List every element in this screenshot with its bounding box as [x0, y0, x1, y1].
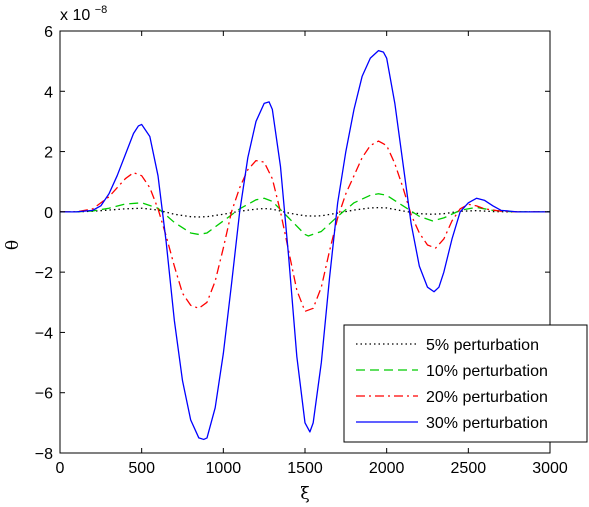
- x-tick-label: 1000: [206, 460, 242, 477]
- y-tick-label: −4: [35, 325, 53, 342]
- y-tick-label: 6: [44, 24, 53, 41]
- y-axis-label: θ: [3, 240, 23, 250]
- exponent-label: x 10 −8: [60, 4, 107, 24]
- x-tick-label: 0: [56, 460, 65, 477]
- legend-label-2: 10% perturbation: [426, 363, 548, 380]
- y-tick-label: −8: [35, 446, 53, 463]
- y-tick-label: −6: [35, 386, 53, 403]
- legend-label-3: 20% perturbation: [426, 389, 548, 406]
- x-tick-label: 500: [128, 460, 155, 477]
- x-axis-label: ξ: [300, 484, 309, 504]
- y-tick-label: 2: [44, 145, 53, 162]
- legend-items: 5% perturbation 10% perturbation 20% pertu…: [356, 337, 548, 432]
- series-line-1: [60, 206, 550, 218]
- x-tick-label: 1500: [287, 460, 323, 477]
- x-tick-label: 2500: [451, 460, 487, 477]
- series-line-2: [60, 193, 550, 237]
- series-layer: [60, 49, 550, 441]
- x-tick-label: 3000: [532, 460, 568, 477]
- legend: 5% perturbation 10% perturbation 20% pertu…: [343, 324, 588, 443]
- y-tick-label: 4: [44, 84, 53, 101]
- y-tick-label: 0: [44, 205, 53, 222]
- x-tick-label: 2000: [369, 460, 405, 477]
- legend-label-4: 30% perturbation: [426, 415, 548, 432]
- exponent-power: −8: [95, 4, 108, 16]
- y-axis-ticks: −8 −6 −4 −2 0 2 4 6: [35, 24, 550, 463]
- x-axis-ticks: 0 500 1000 1500 2000 2500 3000: [56, 31, 568, 477]
- y-tick-label: −2: [35, 265, 53, 282]
- series-line-4: [60, 49, 550, 441]
- legend-label-1: 5% perturbation: [426, 337, 539, 354]
- series-line-3: [60, 140, 550, 312]
